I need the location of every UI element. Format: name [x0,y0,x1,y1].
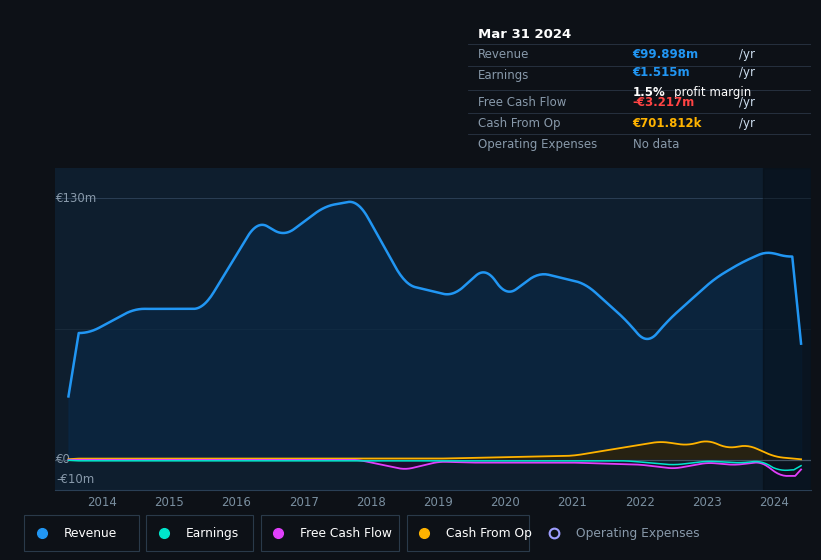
Text: No data: No data [633,138,679,151]
Text: Operating Expenses: Operating Expenses [479,138,598,151]
Text: Operating Expenses: Operating Expenses [576,527,699,540]
Text: Cash From Op: Cash From Op [446,527,532,540]
Text: Free Cash Flow: Free Cash Flow [479,96,566,109]
Text: 1.5%: 1.5% [633,86,666,99]
Text: Earnings: Earnings [186,527,239,540]
Text: /yr: /yr [739,66,755,80]
Text: /yr: /yr [739,48,755,61]
Bar [763,168,811,490]
Text: €99.898m: €99.898m [633,48,699,61]
Text: Cash From Op: Cash From Op [479,117,561,130]
Text: €1.515m: €1.515m [633,66,690,80]
Text: €701.812k: €701.812k [633,117,702,130]
Text: Free Cash Flow: Free Cash Flow [300,527,392,540]
Text: -€3.217m: -€3.217m [633,96,695,109]
Text: Revenue: Revenue [479,48,530,61]
Text: -€10m: -€10m [57,473,94,487]
Text: /yr: /yr [739,117,755,130]
Text: Earnings: Earnings [479,69,530,82]
Text: /yr: /yr [739,96,755,109]
Text: profit margin: profit margin [674,86,751,99]
Text: €130m: €130m [57,192,98,205]
Text: Mar 31 2024: Mar 31 2024 [479,29,571,41]
Text: €0: €0 [57,453,71,466]
Text: Revenue: Revenue [64,527,117,540]
